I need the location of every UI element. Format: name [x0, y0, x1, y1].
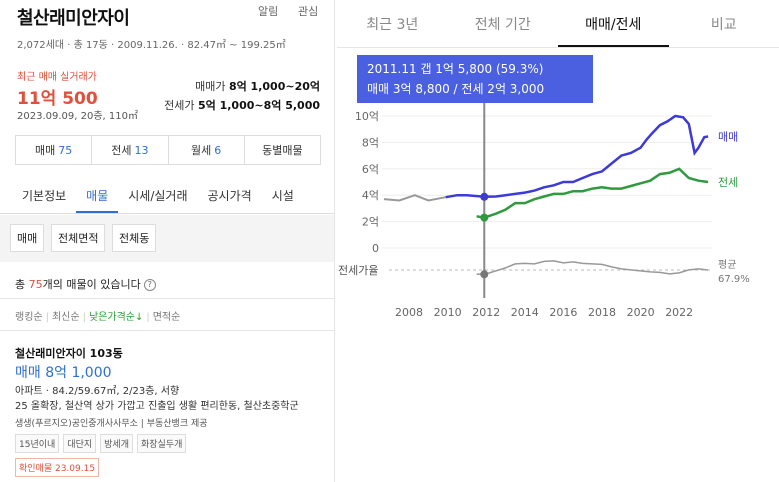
tab-facilities[interactable]: 시설	[271, 189, 294, 203]
sale-presale-line	[383, 194, 446, 202]
alert-button[interactable]: 알림	[258, 5, 279, 18]
tab-price-history[interactable]: 시세/실거래	[128, 189, 188, 203]
x-tick-label: 2012	[472, 306, 500, 319]
ratio-label: 전세가율	[338, 264, 378, 277]
x-tick-label: 2020	[627, 306, 655, 319]
listing-tag: 대단지	[63, 434, 97, 453]
series-lease-line	[476, 167, 709, 219]
listing-description: 25 올확장, 철산역 상가 가깝고 진출입 생활 편리한동, 철산초중학군	[15, 401, 299, 412]
tab-compare[interactable]: 비교	[710, 17, 737, 33]
sale-range-value: 8억 1,000~20억	[228, 80, 320, 93]
listing-name: 철산래미안자이 103동	[15, 347, 123, 360]
filter-area[interactable]: 전체면적	[51, 224, 106, 252]
count-lease-num: 13	[134, 143, 149, 157]
count-lease[interactable]: 전세 13	[92, 136, 169, 164]
section-tabs: 기본정보 매물 시세/실거래 공시가격 시설	[0, 178, 334, 214]
recent-deal-meta: 2023.09.09, 20층, 110㎡	[17, 111, 138, 122]
tooltip-prices: 매매 3억 8,800 / 전세 2억 3,000	[367, 82, 545, 96]
y-tick-label: 8억	[362, 136, 379, 149]
sale-range: 매매가 8억 1,000~20억	[195, 78, 320, 94]
recent-deal-price: 11억 500	[17, 89, 98, 109]
series-ratio-line	[476, 260, 709, 276]
count-sale-num: 75	[58, 143, 73, 157]
x-tick-label: 2008	[395, 306, 423, 319]
count-monthly[interactable]: 월세 6	[169, 136, 245, 164]
listing-price: 매매 8억 1,000	[15, 365, 112, 381]
x-tick-label: 2018	[588, 306, 616, 319]
total-prefix: 총	[15, 278, 29, 291]
price-chart[interactable]: 10억 8억 6억 4억 2억 0 전세가율 2008 2010 2012 2014 2016 2018…	[337, 48, 779, 328]
tab-recent-3y[interactable]: 최근 3년	[366, 17, 419, 33]
divider	[0, 330, 334, 331]
cursor-point-ratio	[480, 270, 489, 279]
x-tick-label: 2010	[434, 306, 462, 319]
period-tabs: 최근 3년 전체 기간 매매/전세 비교	[337, 0, 779, 48]
sort-low-price[interactable]: 낮은가격순↓	[88, 312, 144, 323]
listing-tag: 화장실두개	[136, 434, 187, 453]
tab-sale-lease[interactable]: 매매/전세	[558, 0, 669, 47]
count-sale-label: 매매	[35, 144, 56, 157]
sort-area[interactable]: 면적순	[152, 312, 181, 323]
avg-value: 67.9%	[718, 274, 750, 285]
recent-deal-label: 최근 매매 실거래가	[17, 72, 97, 83]
tab-basic-info[interactable]: 기본정보	[22, 189, 67, 203]
listing-tag: 15년이내	[15, 434, 60, 453]
listing-panel: 철산래미안자이 알림 관심 2,072세대 · 총 17동 · 2009.11.…	[0, 0, 335, 482]
y-tick-label: 6억	[362, 163, 379, 176]
lease-range-value: 5억 1,000~8억 5,000	[197, 99, 320, 112]
lease-range-label: 전세가	[164, 99, 195, 112]
sort-ranking[interactable]: 랭킹순	[15, 312, 43, 323]
tab-public-price[interactable]: 공시가격	[207, 189, 252, 203]
sort-latest[interactable]: 최신순	[51, 312, 80, 323]
listing-agency: 생생(푸르지오)공인중개사사무소 | 부동산뱅크 제공	[15, 419, 208, 429]
legend-sale: 매매	[718, 130, 738, 143]
legend-lease: 전세	[718, 176, 738, 189]
listing-tag: 방세개	[100, 434, 133, 453]
complex-info: 2,072세대 · 총 17동 · 2009.11.26. · 82.47㎡ ~…	[17, 40, 286, 51]
filter-trade-type[interactable]: 매매	[10, 224, 45, 252]
y-tick-label: 10억	[355, 110, 379, 123]
tab-all-period[interactable]: 전체 기간	[474, 17, 531, 33]
y-tick-label: 4억	[362, 189, 379, 202]
x-tick-label: 2016	[549, 306, 577, 319]
series-sale-line	[445, 114, 709, 199]
total-num: 75	[28, 278, 43, 291]
tab-listings[interactable]: 매물	[76, 178, 119, 213]
verified-badge: 확인매물 23.09.15	[15, 458, 100, 477]
tooltip-gap: 2011.11 갭 1억 5,800 (59.3%)	[367, 62, 544, 76]
avg-label: 평균	[718, 259, 736, 271]
count-monthly-num: 6	[214, 143, 222, 157]
filter-building[interactable]: 전체동	[112, 224, 157, 252]
filter-bar: 매매 전체면적 전체동	[0, 215, 334, 262]
lease-range: 전세가 5억 1,000~8억 5,000	[164, 97, 320, 113]
y-tick-label: 0	[372, 242, 379, 255]
help-icon[interactable]: ?	[143, 279, 156, 291]
total-suffix: 개의 매물이 있습니다	[42, 278, 141, 291]
sort-options: 랭킹순 | 최신순 | 낮은가격순↓ | 면적순	[15, 312, 181, 323]
cursor-point-sale	[480, 192, 489, 201]
count-by-building[interactable]: 동별매물	[245, 136, 320, 164]
chart-tooltip: 2011.11 갭 1억 5,800 (59.3%) 매매 3억 8,800 /…	[357, 55, 593, 103]
price-chart-panel: 최근 3년 전체 기간 매매/전세 비교 10억 8억 6억 4억 2억 0 전세가율 200…	[337, 0, 779, 482]
sale-range-label: 매매가	[195, 80, 226, 93]
divider	[0, 298, 334, 299]
total-count: 총 75개의 매물이 있습니다?	[15, 276, 156, 292]
interest-button[interactable]: 관심	[298, 5, 319, 18]
page-title: 철산래미안자이	[17, 8, 130, 29]
listing-spec: 아파트 · 84.2/59.67㎡, 2/23층, 서향	[15, 386, 180, 397]
count-monthly-label: 월세	[191, 144, 212, 157]
count-lease-label: 전세	[111, 144, 132, 157]
listing-count-bar: 매매 75 전세 13 월세 6 동별매물	[15, 135, 321, 165]
count-sale[interactable]: 매매 75	[16, 136, 93, 164]
cursor-point-lease	[480, 213, 489, 222]
x-tick-label: 2014	[511, 306, 539, 319]
x-tick-label: 2022	[665, 306, 693, 319]
listing-tags: 15년이내 대단지 방세개 화장실두개	[15, 434, 187, 453]
y-tick-label: 2억	[362, 216, 379, 229]
count-by-building-label: 동별매물	[262, 144, 303, 157]
